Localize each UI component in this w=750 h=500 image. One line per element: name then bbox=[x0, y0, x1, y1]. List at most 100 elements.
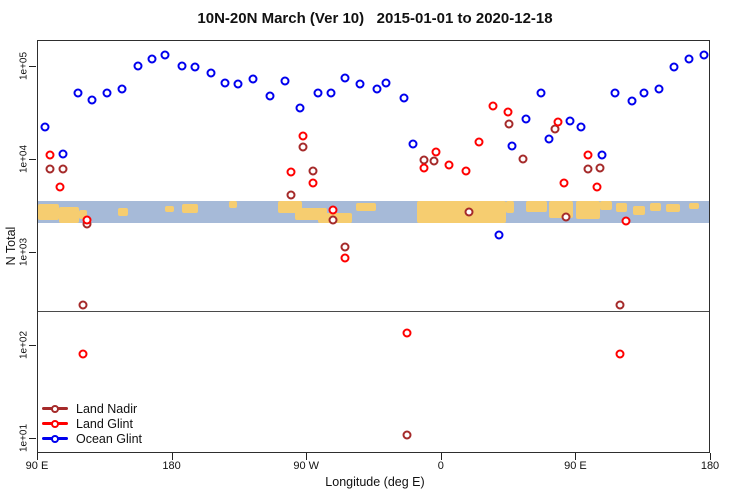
point-ocean-glint bbox=[399, 93, 409, 103]
legend-item-land-glint: Land Glint bbox=[42, 416, 142, 431]
point-land-glint bbox=[298, 131, 308, 141]
point-land-glint bbox=[621, 216, 631, 226]
x-tick-mark bbox=[710, 453, 711, 460]
chart-title: 10N-20N March (Ver 10) 2015-01-01 to 202… bbox=[197, 10, 553, 27]
point-ocean-glint bbox=[295, 103, 305, 113]
x-tick-label: 90 W bbox=[293, 460, 320, 472]
point-land-nadir bbox=[308, 166, 318, 176]
y-tick-label: 1e+03 bbox=[18, 238, 30, 267]
world-map-band bbox=[38, 201, 709, 224]
land-glint-marker-icon bbox=[42, 419, 68, 429]
point-ocean-glint bbox=[507, 141, 517, 151]
x-tick-mark bbox=[575, 453, 577, 460]
plot-area: Land Nadir Land Glint Ocean Glint bbox=[37, 40, 710, 453]
y-tick-label: 1e+04 bbox=[18, 145, 30, 174]
x-tick-mark bbox=[171, 453, 173, 460]
point-ocean-glint bbox=[117, 84, 127, 94]
point-ocean-glint bbox=[73, 88, 83, 98]
x-tick-label: 90 E bbox=[564, 460, 587, 472]
legend: Land Nadir Land Glint Ocean Glint bbox=[42, 401, 142, 446]
point-land-nadir bbox=[58, 164, 68, 174]
land-patch bbox=[38, 204, 59, 220]
ocean-glint-marker-icon bbox=[42, 434, 68, 444]
point-ocean-glint bbox=[147, 54, 157, 64]
x-tick-label: 0 bbox=[437, 460, 444, 472]
point-land-glint bbox=[474, 137, 484, 147]
point-land-nadir bbox=[340, 242, 350, 252]
y-axis-label: N Total bbox=[4, 226, 18, 266]
land-patch bbox=[688, 203, 699, 209]
point-ocean-glint bbox=[248, 74, 258, 84]
point-ocean-glint bbox=[597, 150, 607, 160]
land-patch bbox=[666, 204, 681, 213]
point-land-nadir bbox=[286, 190, 296, 200]
land-patch bbox=[525, 201, 548, 213]
point-ocean-glint bbox=[206, 68, 216, 78]
point-land-glint bbox=[431, 147, 441, 157]
point-land-glint bbox=[286, 167, 296, 177]
point-ocean-glint bbox=[133, 61, 143, 71]
legend-label: Land Glint bbox=[76, 416, 133, 431]
point-ocean-glint bbox=[639, 88, 649, 98]
point-land-glint bbox=[553, 117, 563, 127]
legend-item-land-nadir: Land Nadir bbox=[42, 401, 142, 416]
point-ocean-glint bbox=[313, 88, 323, 98]
x-tick-mark bbox=[37, 453, 38, 460]
point-ocean-glint bbox=[494, 230, 504, 240]
point-land-nadir bbox=[583, 164, 593, 174]
y-tick-mark bbox=[29, 159, 36, 161]
point-land-glint bbox=[328, 205, 338, 215]
y-tick-mark bbox=[29, 252, 36, 254]
point-land-glint bbox=[55, 182, 65, 192]
point-ocean-glint bbox=[669, 62, 679, 72]
x-axis-label: Longitude (deg E) bbox=[325, 475, 425, 489]
point-land-glint bbox=[308, 178, 318, 188]
point-ocean-glint bbox=[654, 84, 664, 94]
point-ocean-glint bbox=[233, 79, 243, 89]
point-ocean-glint bbox=[627, 96, 637, 106]
point-land-nadir bbox=[464, 207, 474, 217]
point-ocean-glint bbox=[536, 88, 545, 98]
point-ocean-glint bbox=[521, 114, 531, 124]
point-ocean-glint bbox=[576, 122, 586, 132]
point-land-nadir bbox=[419, 155, 429, 165]
point-land-glint bbox=[461, 166, 471, 176]
point-land-glint bbox=[592, 182, 602, 192]
point-land-nadir bbox=[298, 142, 308, 152]
x-tick-label: 180 bbox=[700, 460, 720, 472]
land-patch bbox=[576, 201, 601, 219]
point-land-nadir bbox=[595, 163, 605, 173]
land-patch bbox=[649, 203, 662, 211]
point-land-glint bbox=[78, 349, 88, 359]
point-ocean-glint bbox=[565, 116, 575, 126]
point-ocean-glint bbox=[408, 139, 418, 149]
point-land-nadir bbox=[78, 300, 88, 310]
land-patch bbox=[356, 203, 377, 211]
land-patch bbox=[58, 206, 79, 224]
land-patch bbox=[117, 207, 128, 217]
point-land-glint bbox=[340, 253, 350, 263]
point-ocean-glint bbox=[699, 50, 709, 60]
point-land-nadir bbox=[615, 300, 625, 310]
point-ocean-glint bbox=[40, 122, 50, 132]
y-tick-label: 1e+05 bbox=[18, 51, 30, 81]
point-land-glint bbox=[402, 328, 412, 338]
legend-label: Land Nadir bbox=[76, 401, 138, 416]
point-land-glint bbox=[615, 349, 625, 359]
point-land-glint bbox=[559, 178, 569, 188]
point-ocean-glint bbox=[326, 88, 336, 98]
land-nadir-marker-icon bbox=[42, 404, 68, 414]
land-patch bbox=[417, 201, 506, 224]
threshold-line bbox=[38, 311, 709, 313]
point-ocean-glint bbox=[340, 73, 350, 83]
point-ocean-glint bbox=[684, 54, 694, 64]
point-land-glint bbox=[82, 215, 92, 225]
x-tick-mark bbox=[440, 453, 442, 460]
x-tick-label: 180 bbox=[162, 460, 181, 472]
point-ocean-glint bbox=[160, 50, 170, 60]
point-land-nadir bbox=[45, 164, 55, 174]
point-ocean-glint bbox=[190, 62, 200, 72]
legend-label: Ocean Glint bbox=[76, 431, 143, 446]
point-land-glint bbox=[583, 150, 593, 160]
y-tick-label: 1e+02 bbox=[18, 331, 30, 360]
